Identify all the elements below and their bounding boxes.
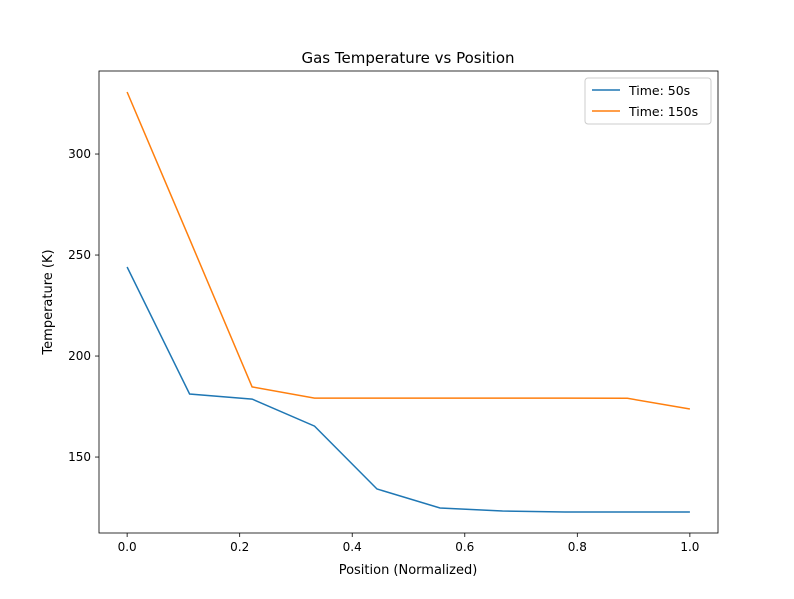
series-line-1 bbox=[126, 91, 691, 410]
legend-label-1: Time: 150s bbox=[628, 104, 698, 119]
chart-title: Gas Temperature vs Position bbox=[301, 49, 514, 67]
y-axis-label: Temperature (K) bbox=[41, 249, 56, 355]
y-tick-label: 200 bbox=[68, 349, 91, 363]
x-tick-label: 0.2 bbox=[230, 540, 249, 554]
series-line-0 bbox=[126, 266, 690, 513]
axes-frame bbox=[98, 70, 719, 534]
x-tick-label: 0.0 bbox=[118, 540, 137, 554]
x-tick-label: 0.4 bbox=[343, 540, 362, 554]
y-tick-label: 250 bbox=[68, 248, 91, 262]
x-axis-label: Position (Normalized) bbox=[339, 563, 478, 578]
x-tick-label: 1.0 bbox=[680, 540, 699, 554]
y-tick-label: 150 bbox=[68, 450, 91, 464]
y-tick-label: 300 bbox=[68, 147, 91, 161]
legend-label-0: Time: 50s bbox=[628, 83, 690, 98]
plot-area: 0.0 0.2 0.4 0.6 0.8 1.0 150 200 250 300 Time: 50s T… bbox=[68, 70, 719, 554]
x-tick-label: 0.6 bbox=[455, 540, 474, 554]
x-tick-label: 0.8 bbox=[568, 540, 587, 554]
